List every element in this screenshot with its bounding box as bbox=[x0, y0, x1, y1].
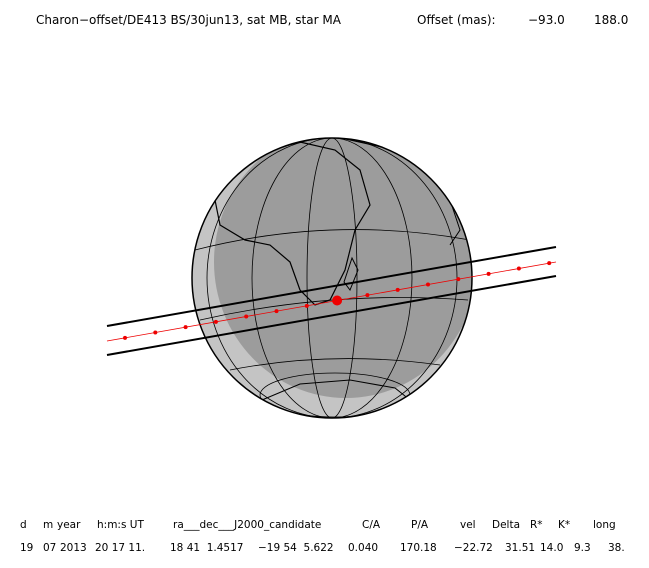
madagascar-outline bbox=[343, 256, 359, 292]
antarctica-outline bbox=[261, 379, 411, 401]
time-marker bbox=[274, 309, 279, 314]
column-header: d bbox=[20, 519, 27, 531]
center-line bbox=[106, 261, 557, 342]
cell: 20 17 11. bbox=[95, 542, 145, 554]
event-table: d m year h:m:s UT ra___dec___J2000_candidate… bbox=[20, 519, 625, 554]
time-marker bbox=[213, 319, 218, 324]
column-header: K* bbox=[558, 519, 570, 531]
cell: 0.040 bbox=[348, 542, 378, 554]
column-header: C/A bbox=[362, 519, 381, 531]
offset-label: Offset (mas): bbox=[417, 13, 496, 27]
column-header: Delta bbox=[492, 519, 520, 531]
globe bbox=[191, 137, 473, 419]
column-header: h:m:s UT bbox=[97, 519, 144, 531]
cell: 18 41 1.4517 bbox=[170, 542, 243, 554]
cell: 31.51 bbox=[505, 542, 535, 554]
globe-outline bbox=[191, 137, 473, 419]
cell: 170.18 bbox=[400, 542, 437, 554]
time-marker bbox=[426, 282, 430, 287]
column-header: year bbox=[57, 519, 81, 531]
column-header: R* bbox=[530, 519, 543, 531]
cell: −22.72 bbox=[454, 542, 493, 554]
time-marker bbox=[244, 314, 249, 319]
time-marker bbox=[365, 293, 370, 298]
cell: −19 54 5.622 bbox=[258, 542, 334, 554]
column-header: vel bbox=[460, 519, 476, 531]
star-position bbox=[332, 295, 343, 306]
time-marker bbox=[153, 330, 158, 335]
column-header: m bbox=[43, 519, 53, 531]
column-header: ra___dec___J2000_candidate bbox=[173, 519, 321, 531]
time-marker bbox=[395, 287, 400, 292]
column-header: P/A bbox=[411, 519, 429, 531]
time-marker bbox=[486, 271, 491, 276]
cell: 38. bbox=[608, 542, 625, 554]
shadow-path bbox=[106, 246, 557, 356]
time-marker bbox=[123, 335, 127, 340]
time-marker bbox=[304, 303, 309, 308]
time-marker bbox=[516, 266, 521, 271]
shadow-edge bbox=[106, 275, 557, 356]
offset-value: −93.0 bbox=[528, 13, 565, 27]
shadow-edge bbox=[106, 246, 557, 327]
cell: 2013 bbox=[60, 542, 87, 554]
title: Charon−offset/DE413 BS/30jun13, sat MB, … bbox=[36, 13, 342, 27]
time-marker bbox=[183, 325, 188, 330]
cell: 19 bbox=[20, 542, 33, 554]
cell: 07 bbox=[43, 542, 56, 554]
cell: 9.3 bbox=[574, 542, 591, 554]
time-marker bbox=[547, 261, 552, 266]
time-marker bbox=[456, 277, 461, 282]
africa-outline bbox=[214, 141, 371, 306]
column-header: long bbox=[593, 519, 616, 531]
night-side bbox=[214, 138, 472, 398]
offset-value: 188.0 bbox=[594, 13, 628, 27]
cell: 14.0 bbox=[540, 542, 563, 554]
